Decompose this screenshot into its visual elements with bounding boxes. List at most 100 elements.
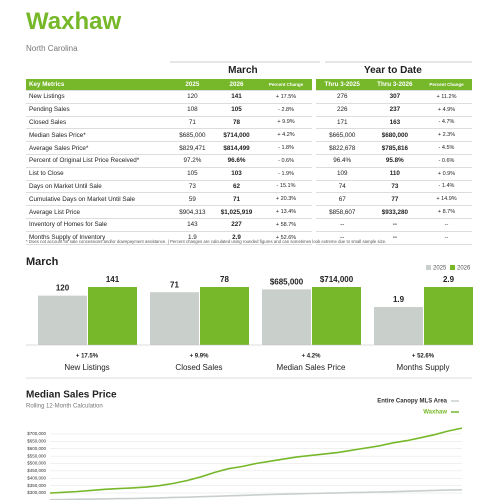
column-header: Thru 3-2025 (311, 79, 369, 91)
cell: Cumulative Days on Market Until Sale (26, 192, 172, 207)
cell: 96.4% (311, 154, 369, 168)
category-label: Median Sales Price (277, 363, 346, 372)
cell: - 1.9% (260, 167, 314, 181)
table-row: Median Sales Price* $685,000 $714,000 + 4.2… (26, 128, 472, 143)
cell: -- (311, 218, 369, 232)
cell: Closed Sales (26, 116, 172, 130)
line-series (49, 489, 463, 500)
cell: List to Close (26, 167, 172, 181)
cell: 62 (212, 180, 261, 194)
cell: New Listings (26, 90, 172, 104)
cell: 67 (311, 192, 369, 207)
legend-label: Entire Canopy MLS Area (377, 399, 447, 405)
change-label: + 9.9% (190, 354, 210, 360)
cell: 110 (368, 167, 421, 181)
y-tick-label: $300,000 (27, 490, 46, 495)
cell: 73 (368, 180, 421, 194)
cell: 71 (212, 192, 261, 207)
table-row: List to Close 105 103- 1.9% 109 110 + 0.9% (26, 167, 472, 181)
chart-subtitle: Rolling 12-Month Calculation (26, 404, 103, 410)
cell: $685,000 (172, 128, 213, 143)
cell: 226 (311, 103, 369, 117)
cell: Pending Sales (26, 103, 172, 117)
footnote: * Does not account for sale concessions … (26, 239, 387, 244)
legend-swatch (426, 265, 431, 270)
column-header: Percent Change (260, 79, 314, 91)
cell: Average Sales Price* (26, 141, 172, 155)
value-label: 2.9 (443, 275, 455, 284)
cell: 59 (172, 192, 213, 207)
y-tick-label: $350,000 (27, 483, 46, 488)
cell: 105 (172, 167, 213, 181)
table-row: Months Supply of Inventory 1.9 2.9 + 52.6% -… (26, 231, 472, 245)
column-header: Thru 3-2026 (368, 79, 421, 91)
cell: + 17.5% (260, 90, 314, 104)
change-label: + 52.6% (412, 354, 435, 360)
header-row: Key Metrics 2025 2026 Percent Change Thru 3-… (26, 79, 472, 91)
y-tick-label: $550,000 (27, 453, 46, 458)
cell: $904,313 (172, 205, 213, 219)
cell: 276 (311, 90, 369, 104)
value-label: $714,000 (320, 275, 354, 284)
cell: + 4.2% (260, 128, 314, 143)
y-tick-label: $450,000 (27, 468, 46, 473)
change-label: + 17.5% (76, 354, 99, 360)
cell: 96.6% (212, 154, 261, 168)
cell: 171 (311, 116, 369, 130)
group-header: March (228, 65, 258, 76)
column-header: 2025 (172, 79, 213, 91)
cell: Average List Price (26, 205, 172, 219)
cell: - 4.5% (421, 141, 472, 155)
chart-title: Median Sales Price (26, 390, 117, 401)
cell: + 0.9% (421, 167, 472, 181)
cell: 2.9 (212, 231, 261, 245)
cell: - 15.1% (260, 180, 314, 194)
cell: 237 (368, 103, 421, 117)
value-label: 78 (220, 275, 229, 284)
cell: 74 (311, 180, 369, 194)
cell: Percent of Original List Price Received* (26, 154, 172, 168)
cell: + 20.3% (260, 192, 314, 207)
cell: $829,471 (172, 141, 213, 155)
y-tick-label: $650,000 (27, 439, 46, 444)
value-label: $685,000 (270, 277, 304, 286)
cell: 77 (368, 192, 421, 207)
cell: $814,499 (212, 141, 261, 155)
cell: -- (421, 218, 472, 232)
group-row: March Year to Date (26, 62, 472, 79)
cell: $1,025,919 (212, 205, 261, 219)
chart-title: March (26, 256, 59, 268)
cell: -- (311, 231, 369, 245)
cell: 1.9 (172, 231, 213, 245)
bar (200, 287, 249, 345)
table-row: Days on Market Until Sale 73 62- 15.1% 74 73… (26, 180, 472, 194)
table-row: Average Sales Price* $829,471 $814,499- 1.… (26, 141, 472, 155)
cell: -- (421, 231, 472, 245)
cell: 71 (172, 116, 213, 130)
cell: + 14.9% (421, 192, 472, 207)
bar (150, 292, 199, 345)
bar (38, 295, 87, 345)
bar (374, 307, 423, 345)
cell: - 4.7% (421, 116, 472, 130)
category-label: Months Supply (397, 363, 450, 372)
cell: Days on Market Until Sale (26, 180, 172, 194)
metrics-table: March Year to Date Key Metrics 2025 2026 Perc… (26, 62, 472, 245)
cell: Months Supply of Inventory (26, 231, 172, 245)
cell: -- (368, 218, 421, 232)
group-header: Year to Date (363, 65, 422, 76)
cell: 73 (172, 180, 213, 194)
bar (424, 287, 473, 345)
cell: - 0.6% (260, 154, 314, 168)
cell: + 2.3% (421, 128, 472, 143)
cell: + 11.2% (421, 90, 472, 104)
table-row: Percent of Original List Price Received*… (26, 154, 472, 168)
title: Waxhaw (26, 8, 122, 35)
cell: $680,000 (368, 128, 421, 143)
bar (262, 289, 311, 345)
y-tick-label: $600,000 (27, 446, 46, 451)
cell: + 52.6% (260, 231, 314, 245)
cell: $858,607 (311, 205, 369, 219)
cell: + 13.4% (260, 205, 314, 219)
